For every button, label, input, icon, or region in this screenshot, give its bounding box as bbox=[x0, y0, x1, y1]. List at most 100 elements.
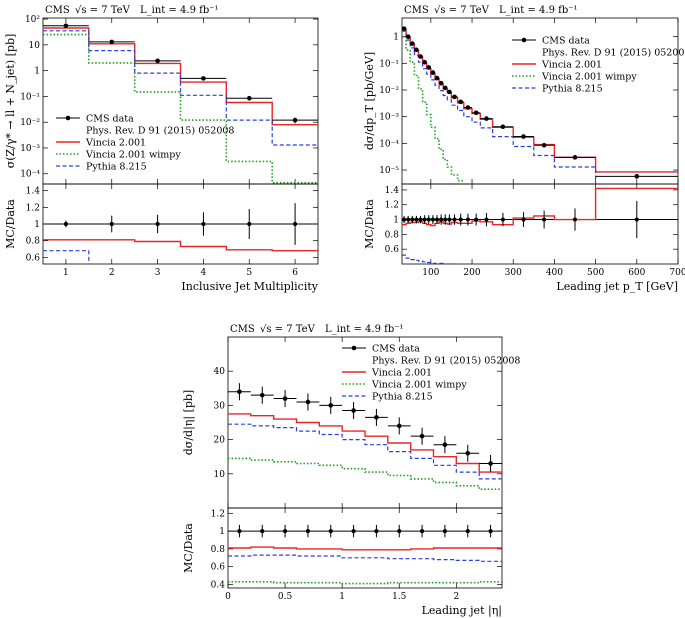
legend-label-ref: Phys. Rev. D 91 (2015) 052008 bbox=[542, 48, 685, 59]
ratio-data-point bbox=[237, 529, 242, 534]
ratio-data-point bbox=[430, 217, 435, 222]
data-point bbox=[458, 99, 464, 105]
series-vincia-line bbox=[402, 28, 678, 173]
legend-data-marker bbox=[521, 37, 527, 43]
data-point bbox=[351, 408, 356, 413]
legend-label-vincia: Vincia 2.001 bbox=[371, 368, 432, 379]
ratio-y-tick-label: 1.4 bbox=[385, 186, 400, 196]
x-tick-label: 600 bbox=[628, 268, 645, 278]
x-tick-label: 300 bbox=[505, 268, 522, 278]
legend-label-data: CMS data bbox=[372, 344, 420, 355]
ratio-data-point bbox=[406, 217, 411, 222]
ratio-data-point bbox=[397, 529, 402, 534]
ratio-data-point bbox=[439, 217, 444, 222]
ratio-y-tick-label: 1 bbox=[219, 527, 225, 537]
ratio-y-tick-label: 1.4 bbox=[26, 187, 41, 197]
main-frame bbox=[401, 17, 679, 185]
x-tick-label: 1 bbox=[339, 592, 345, 602]
ratio-y-tick-label: 1.2 bbox=[26, 203, 40, 213]
ratio-data-point bbox=[374, 529, 379, 534]
ratio-data-point bbox=[634, 217, 639, 222]
ratio-data-point bbox=[500, 217, 506, 222]
ratio-data-point bbox=[521, 217, 526, 222]
header-experiment: CMS bbox=[45, 5, 70, 16]
data-point bbox=[438, 80, 444, 86]
x-tick-label: 200 bbox=[463, 268, 480, 278]
ratio-data-point bbox=[426, 217, 431, 222]
data-point bbox=[422, 59, 427, 65]
x-tick-label: 100 bbox=[422, 268, 439, 278]
x-tick-label: 5 bbox=[246, 268, 252, 278]
y-tick-label: 20 bbox=[214, 436, 226, 446]
x-tick-label: 0 bbox=[225, 592, 231, 602]
data-point bbox=[442, 442, 448, 448]
x-axis-label: Leading jet p_T [GeV] bbox=[556, 280, 678, 293]
legend-label-wimpy: Vincia 2.001 wimpy bbox=[85, 150, 181, 161]
data-point bbox=[434, 75, 440, 81]
y-tick-label: 10 bbox=[29, 41, 41, 51]
data-point bbox=[500, 124, 506, 130]
y-tick-label: 10² bbox=[25, 15, 40, 25]
data-point bbox=[155, 58, 160, 64]
data-point bbox=[465, 105, 471, 110]
header-lumi: L_int = 4.9 fb⁻¹ bbox=[140, 5, 219, 16]
x-tick-label: 3 bbox=[155, 268, 161, 278]
data-point bbox=[442, 85, 448, 91]
ratio-data-point bbox=[305, 529, 311, 534]
legend-data-marker bbox=[351, 345, 357, 351]
ratio-data-point bbox=[474, 217, 479, 222]
y-tick-label: 10⁻² bbox=[20, 118, 40, 128]
ratio-data-point bbox=[282, 529, 288, 534]
ratio-data-point bbox=[443, 217, 448, 222]
ratio-data-point bbox=[410, 217, 415, 222]
ratio-data-point bbox=[201, 221, 206, 227]
header-lumi: L_int = 4.9 fb⁻¹ bbox=[499, 5, 578, 16]
data-point bbox=[452, 94, 457, 100]
data-point bbox=[447, 89, 452, 95]
data-point bbox=[572, 155, 578, 160]
ratio-data-point bbox=[447, 217, 452, 222]
ratio-data-point bbox=[484, 217, 489, 222]
ratio-y-tick-label: 0.6 bbox=[211, 563, 226, 573]
ratio-data-point bbox=[542, 217, 547, 222]
header-energy: √s = 7 TeV bbox=[260, 324, 316, 335]
data-point bbox=[63, 23, 69, 29]
legend-label-data: CMS data bbox=[86, 114, 134, 125]
header-energy: √s = 7 TeV bbox=[75, 5, 131, 16]
y-tick-label: 10 bbox=[214, 470, 226, 480]
ratio-data-point bbox=[351, 529, 356, 534]
y-tick-label: 10⁻⁴ bbox=[20, 170, 40, 180]
ratio-data-point bbox=[434, 217, 440, 222]
ratio-data-point bbox=[155, 221, 160, 227]
y-tick-label: 10⁻¹ bbox=[379, 59, 399, 69]
ratio-y-axis-label: MC/Data bbox=[363, 199, 376, 249]
x-tick-label: 1 bbox=[63, 268, 69, 278]
data-point bbox=[430, 70, 436, 75]
y-tick-label: 10⁻¹ bbox=[20, 92, 40, 102]
data-point bbox=[488, 461, 493, 466]
data-point bbox=[541, 142, 547, 148]
ratio-pythia-line bbox=[402, 254, 458, 264]
y-tick-label: 40 bbox=[214, 367, 226, 377]
data-point bbox=[419, 433, 425, 439]
legend-data-marker bbox=[65, 115, 71, 121]
legend-label-vincia: Vincia 2.001 bbox=[85, 138, 146, 149]
series-pythia-line bbox=[228, 423, 502, 480]
ratio-data-point bbox=[247, 221, 252, 227]
series-vincia-line bbox=[43, 27, 318, 126]
ratio-y-tick-label: 1 bbox=[393, 216, 399, 226]
ratio-y-tick-label: 0.6 bbox=[26, 253, 41, 263]
ratio-data-point bbox=[465, 529, 470, 534]
data-point bbox=[259, 392, 265, 398]
series-pythia-line bbox=[43, 30, 318, 146]
x-tick-label: 500 bbox=[587, 268, 604, 278]
ratio-data-point bbox=[414, 217, 419, 222]
header-experiment: CMS bbox=[404, 5, 429, 16]
ratio-y-tick-label: 0.4 bbox=[211, 580, 226, 590]
ratio-data-point bbox=[260, 529, 265, 534]
ratio-pythia-line bbox=[228, 554, 502, 562]
ratio-data-point bbox=[422, 217, 427, 222]
legend-label-wimpy: Vincia 2.001 wimpy bbox=[541, 72, 637, 83]
